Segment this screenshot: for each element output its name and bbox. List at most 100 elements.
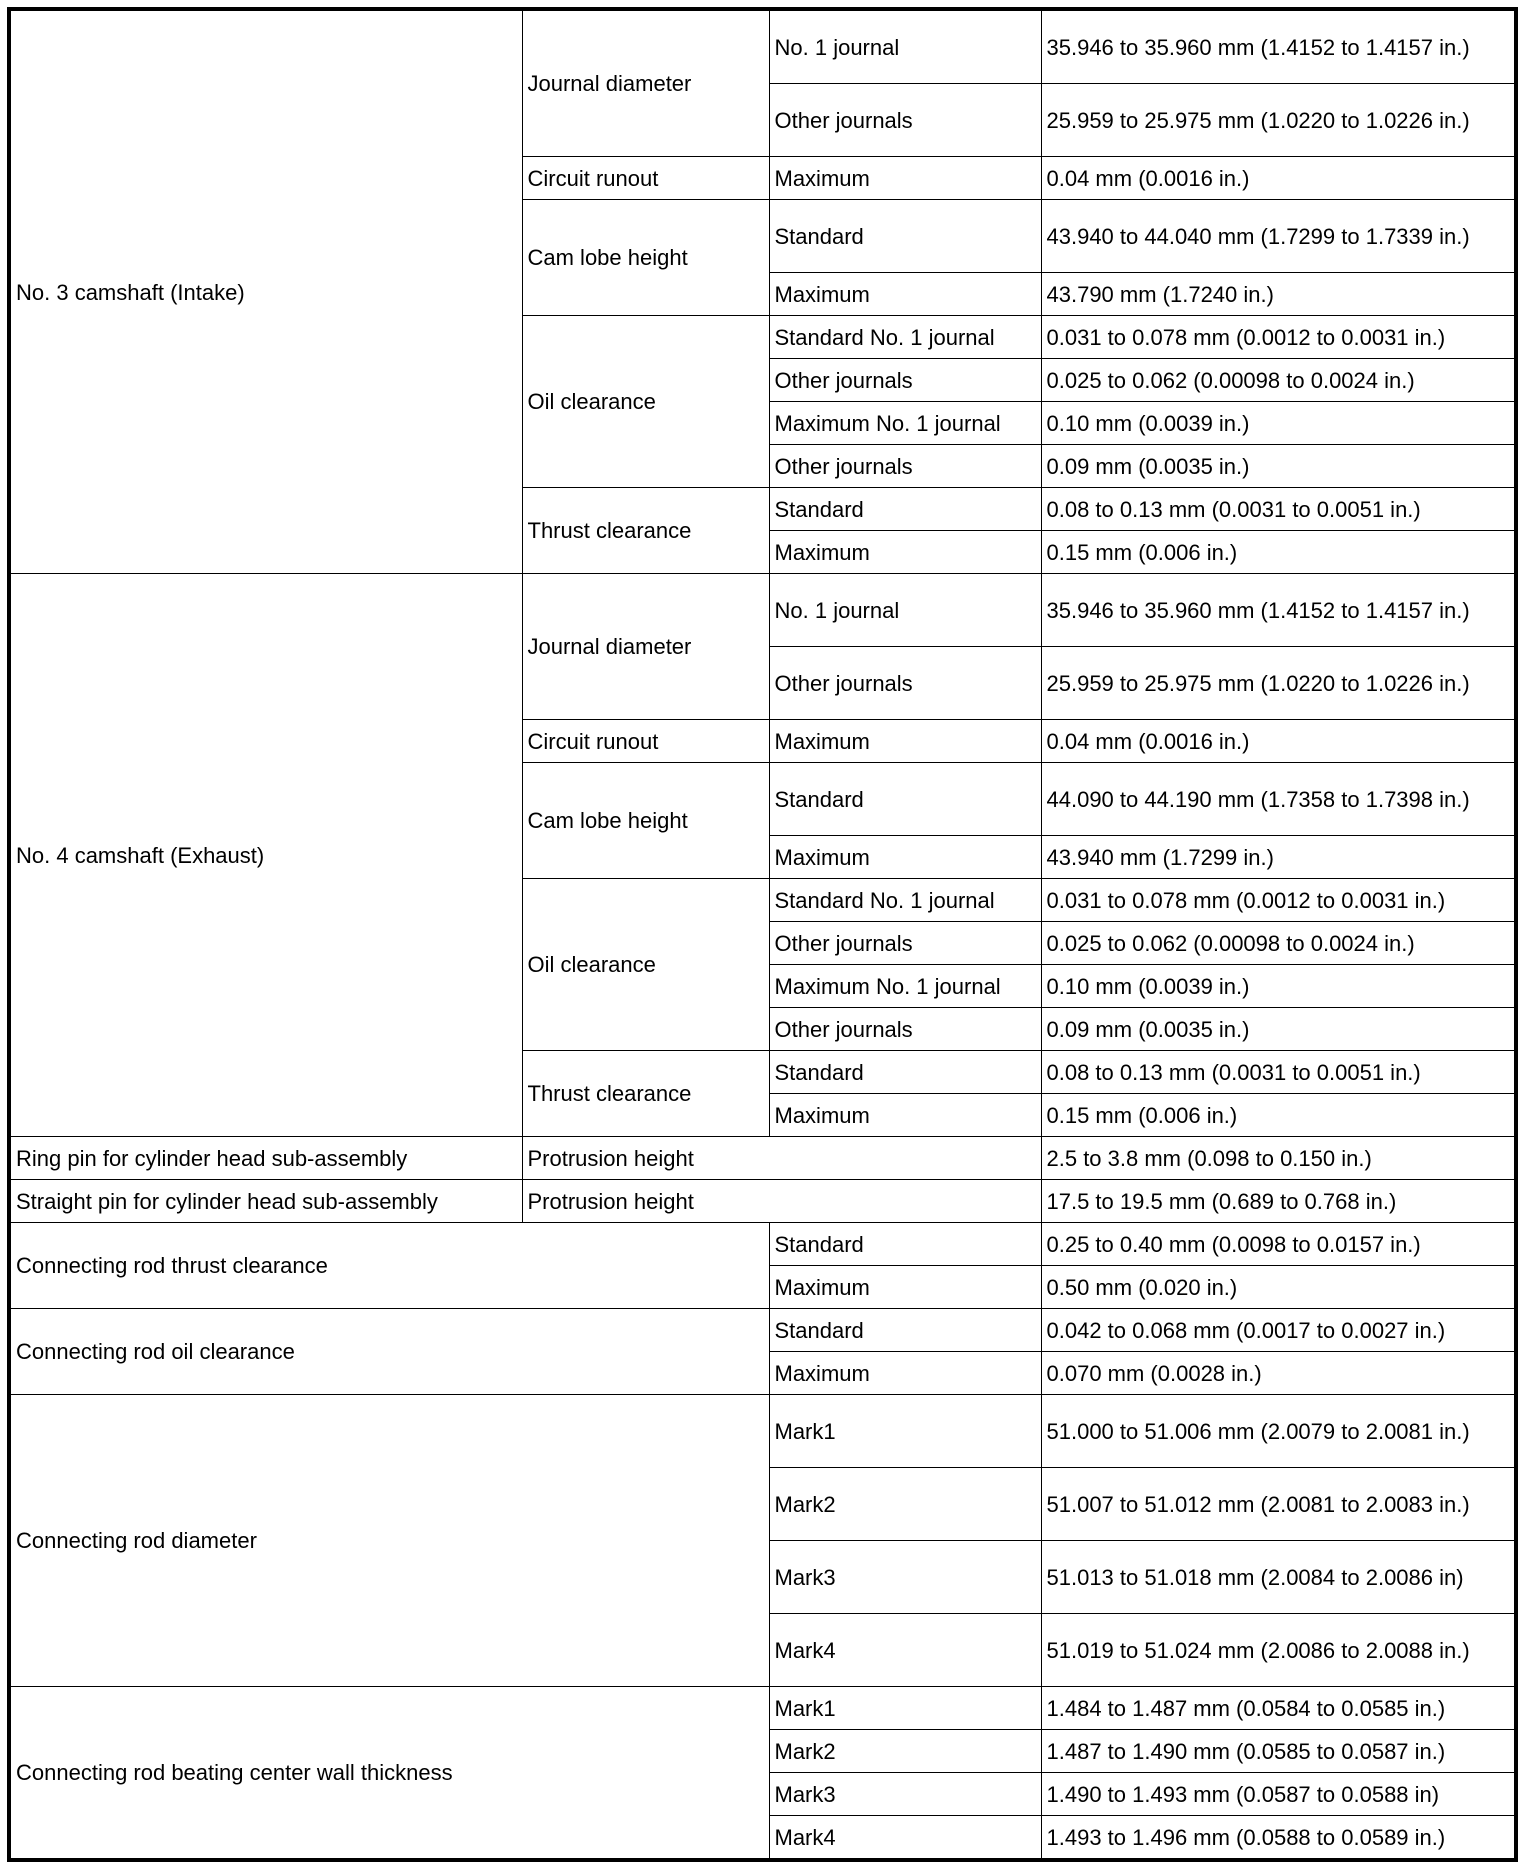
table-row: Thrust clearance Standard 0.08 to 0.13 mm … bbox=[9, 1050, 1517, 1137]
table-row: Connecting rod beating center wall thick… bbox=[8, 1686, 1517, 1861]
value-cell: 0.10 mm (0.0039 in.) bbox=[1040, 964, 1517, 1008]
condition-cell: Maximum No. 1 journal bbox=[768, 964, 1042, 1008]
table-row: Circuit runout Maximum 0.04 mm (0.0016 in.… bbox=[9, 719, 1517, 763]
table-row: No. 4 camshaft (Exhaust) Journal diameter… bbox=[8, 573, 1517, 1137]
condition-cell: Mark1 bbox=[768, 1686, 1042, 1730]
table-row: Ring pin for cylinder head sub-assembly P… bbox=[8, 1136, 1517, 1180]
table-row: Other journals 0.09 mm (0.0035 in.) bbox=[9, 444, 1517, 488]
subitem-cell: Journal diameter bbox=[521, 8, 770, 157]
specification-table-body: No. 3 camshaft (Intake) Journal diameter N… bbox=[8, 8, 1517, 1861]
condition-cell: Mark1 bbox=[768, 1394, 1042, 1468]
value-cell: 1.490 to 1.493 mm (0.0587 to 0.0588 in) bbox=[1040, 1772, 1517, 1816]
condition-cell: Maximum bbox=[768, 1265, 1042, 1309]
table-row: Thrust clearance Standard 0.08 to 0.13 mm … bbox=[9, 487, 1517, 574]
table-row: Maximum No. 1 journal 0.10 mm (0.0039 in.… bbox=[9, 401, 1517, 445]
item-cell: No. 4 camshaft (Exhaust) bbox=[8, 573, 523, 1137]
item-cell: Connecting rod beating center wall thick… bbox=[8, 1686, 770, 1861]
value-cell: 43.790 mm (1.7240 in.) bbox=[1040, 272, 1517, 316]
table-row: Maximum 0.15 mm (0.006 in.) bbox=[9, 1093, 1517, 1137]
subitem-cell: Journal diameter bbox=[521, 573, 770, 720]
value-cell: 0.070 mm (0.0028 in.) bbox=[1040, 1351, 1517, 1395]
value-cell: 44.090 to 44.190 mm (1.7358 to 1.7398 in… bbox=[1040, 762, 1517, 836]
condition-cell: Maximum bbox=[768, 1093, 1042, 1137]
value-cell: 0.09 mm (0.0035 in.) bbox=[1040, 444, 1517, 488]
condition-cell: Standard bbox=[768, 1308, 1042, 1352]
table-row: Mark3 1.490 to 1.493 mm (0.0587 to 0.0588… bbox=[9, 1772, 1517, 1816]
value-cell: 0.15 mm (0.006 in.) bbox=[1040, 1093, 1517, 1137]
table-row: Connecting rod diameter Mark1 51.000 to 51… bbox=[8, 1394, 1517, 1687]
table-row: Straight pin for cylinder head sub-assem… bbox=[8, 1179, 1517, 1223]
table-row: Oil clearance Standard No. 1 journal 0.031… bbox=[9, 315, 1517, 488]
condition-cell: No. 1 journal bbox=[768, 573, 1042, 647]
condition-cell: Standard bbox=[768, 1050, 1042, 1094]
value-cell: 43.940 to 44.040 mm (1.7299 to 1.7339 in… bbox=[1040, 199, 1517, 273]
condition-cell: No. 1 journal bbox=[768, 8, 1042, 84]
value-cell: 2.5 to 3.8 mm (0.098 to 0.150 in.) bbox=[1040, 1136, 1517, 1180]
condition-cell: Maximum No. 1 journal bbox=[768, 401, 1042, 445]
value-cell: 0.09 mm (0.0035 in.) bbox=[1040, 1007, 1517, 1051]
condition-cell: Other journals bbox=[768, 1007, 1042, 1051]
value-cell: 35.946 to 35.960 mm (1.4152 to 1.4157 in… bbox=[1040, 573, 1517, 647]
condition-cell: Mark3 bbox=[768, 1540, 1042, 1614]
table-row: Connecting rod thrust clearance Standard 0… bbox=[8, 1222, 1517, 1309]
item-cell: Ring pin for cylinder head sub-assembly bbox=[8, 1136, 523, 1180]
condition-cell: Mark3 bbox=[768, 1772, 1042, 1816]
condition-cell: Mark4 bbox=[768, 1613, 1042, 1687]
subitem-cell: Circuit runout bbox=[521, 719, 770, 763]
table-row: No. 3 camshaft (Intake) Journal diameter N… bbox=[8, 8, 1517, 574]
item-cell: No. 3 camshaft (Intake) bbox=[8, 8, 523, 574]
subitem-cell: Cam lobe height bbox=[521, 762, 770, 879]
table-row: Other journals 0.025 to 0.062 (0.00098 to… bbox=[9, 921, 1517, 965]
value-cell: 0.025 to 0.062 (0.00098 to 0.0024 in.) bbox=[1040, 358, 1517, 402]
table-row: Mark4 51.019 to 51.024 mm (2.0086 to 2.00… bbox=[9, 1613, 1517, 1687]
value-cell: 51.013 to 51.018 mm (2.0084 to 2.0086 in… bbox=[1040, 1540, 1517, 1614]
value-cell: 1.487 to 1.490 mm (0.0585 to 0.0587 in.) bbox=[1040, 1729, 1517, 1773]
table-row: Maximum 0.070 mm (0.0028 in.) bbox=[9, 1351, 1517, 1395]
value-cell: 0.042 to 0.068 mm (0.0017 to 0.0027 in.) bbox=[1040, 1308, 1517, 1352]
subitem-cell: Thrust clearance bbox=[521, 487, 770, 574]
value-cell: 0.04 mm (0.0016 in.) bbox=[1040, 156, 1517, 200]
condition-cell: Maximum bbox=[768, 1351, 1042, 1395]
value-cell: 35.946 to 35.960 mm (1.4152 to 1.4157 in… bbox=[1040, 8, 1517, 84]
condition-cell: Mark2 bbox=[768, 1729, 1042, 1773]
value-cell: 0.04 mm (0.0016 in.) bbox=[1040, 719, 1517, 763]
subitem-cell: Protrusion height bbox=[521, 1136, 1042, 1180]
condition-cell: Standard No. 1 journal bbox=[768, 315, 1042, 359]
table-row: Maximum 0.15 mm (0.006 in.) bbox=[9, 530, 1517, 574]
condition-cell: Other journals bbox=[768, 921, 1042, 965]
table-row: Connecting rod oil clearance Standard 0.04… bbox=[8, 1308, 1517, 1395]
subitem-cell: Oil clearance bbox=[521, 878, 770, 1051]
value-cell: 25.959 to 25.975 mm (1.0220 to 1.0226 in… bbox=[1040, 83, 1517, 157]
condition-cell: Maximum bbox=[768, 835, 1042, 879]
value-cell: 0.10 mm (0.0039 in.) bbox=[1040, 401, 1517, 445]
condition-cell: Standard bbox=[768, 762, 1042, 836]
subitem-cell: Cam lobe height bbox=[521, 199, 770, 316]
subitem-cell: Oil clearance bbox=[521, 315, 770, 488]
condition-cell: Maximum bbox=[768, 530, 1042, 574]
condition-cell: Standard bbox=[768, 199, 1042, 273]
table-row: Mark2 1.487 to 1.490 mm (0.0585 to 0.0587… bbox=[9, 1729, 1517, 1773]
value-cell: 0.025 to 0.062 (0.00098 to 0.0024 in.) bbox=[1040, 921, 1517, 965]
value-cell: 25.959 to 25.975 mm (1.0220 to 1.0226 in… bbox=[1040, 646, 1517, 720]
item-cell: Connecting rod oil clearance bbox=[8, 1308, 770, 1395]
table-row: Maximum 43.790 mm (1.7240 in.) bbox=[9, 272, 1517, 316]
value-cell: 0.031 to 0.078 mm (0.0012 to 0.0031 in.) bbox=[1040, 315, 1517, 359]
value-cell: 0.50 mm (0.020 in.) bbox=[1040, 1265, 1517, 1309]
subitem-cell: Thrust clearance bbox=[521, 1050, 770, 1137]
condition-cell: Standard bbox=[768, 487, 1042, 531]
table-row: Cam lobe height Standard 44.090 to 44.190 … bbox=[9, 762, 1517, 879]
table-row: Mark2 51.007 to 51.012 mm (2.0081 to 2.00… bbox=[9, 1467, 1517, 1541]
item-cell: Connecting rod diameter bbox=[8, 1394, 770, 1687]
value-cell: 17.5 to 19.5 mm (0.689 to 0.768 in.) bbox=[1040, 1179, 1517, 1223]
table-row: Oil clearance Standard No. 1 journal 0.031… bbox=[9, 878, 1517, 1051]
condition-cell: Other journals bbox=[768, 83, 1042, 157]
condition-cell: Mark2 bbox=[768, 1467, 1042, 1541]
condition-cell: Other journals bbox=[768, 444, 1042, 488]
value-cell: 0.031 to 0.078 mm (0.0012 to 0.0031 in.) bbox=[1040, 878, 1517, 922]
condition-cell: Maximum bbox=[768, 719, 1042, 763]
value-cell: 0.15 mm (0.006 in.) bbox=[1040, 530, 1517, 574]
table-row: Other journals 0.09 mm (0.0035 in.) bbox=[9, 1007, 1517, 1051]
condition-cell: Standard bbox=[768, 1222, 1042, 1266]
specification-table: No. 3 camshaft (Intake) Journal diameter N… bbox=[7, 7, 1518, 1862]
table-row: Maximum No. 1 journal 0.10 mm (0.0039 in.… bbox=[9, 964, 1517, 1008]
